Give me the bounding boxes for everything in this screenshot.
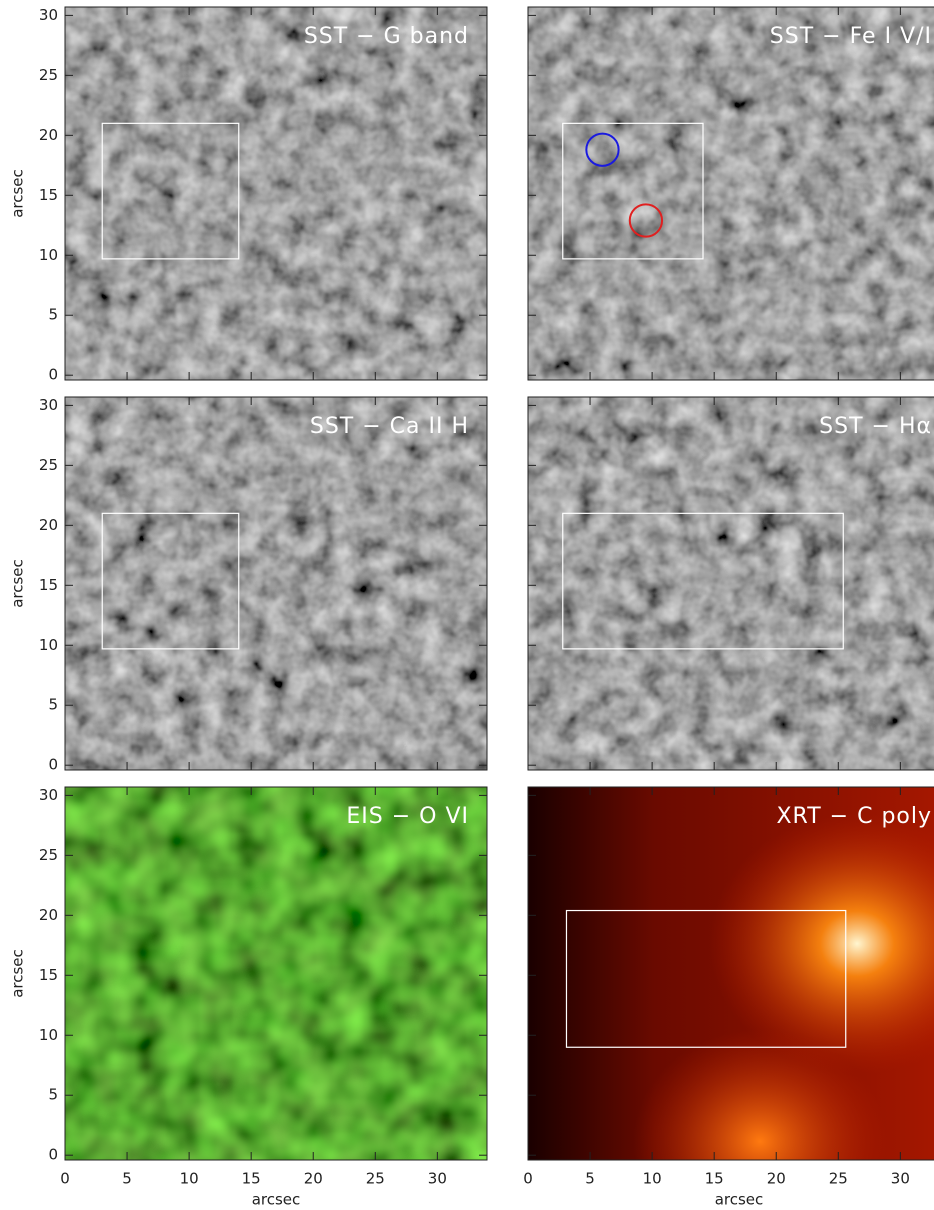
x-tick-label: 20 xyxy=(767,1170,786,1188)
y-tick-label: 20 xyxy=(39,516,58,534)
y-tick-label: 10 xyxy=(39,1026,58,1044)
x-tick-label: 0 xyxy=(60,1170,70,1188)
y-tick-label: 30 xyxy=(39,6,58,24)
x-tick-label: 25 xyxy=(829,1170,848,1188)
y-tick-label: 0 xyxy=(48,366,58,384)
x-tick-label: 5 xyxy=(122,1170,132,1188)
image-highlight xyxy=(528,787,934,1160)
panel-title: SST − Fe I V/I xyxy=(770,24,932,49)
y-tick-label: 5 xyxy=(48,306,58,324)
y-tick-label: 15 xyxy=(39,186,58,204)
x-tick-label: 10 xyxy=(643,1170,662,1188)
y-tick-label: 25 xyxy=(39,456,58,474)
y-tick-label: 10 xyxy=(39,636,58,654)
image-background xyxy=(65,787,487,1160)
image-background xyxy=(528,7,934,380)
x-tick-label: 15 xyxy=(705,1170,724,1188)
y-tick-label: 0 xyxy=(48,756,58,774)
x-tick-label: 0 xyxy=(523,1170,533,1188)
x-tick-label: 5 xyxy=(585,1170,595,1188)
panel-title: XRT − C poly xyxy=(776,804,932,829)
y-tick-label: 5 xyxy=(48,696,58,714)
panel-title: EIS − O VI xyxy=(346,804,469,829)
y-axis-label: arcsec xyxy=(9,169,27,218)
y-tick-label: 30 xyxy=(39,396,58,414)
figure: SST − G band 0 5 10 15 20 25 30 arcsec SST − Fe I… xyxy=(0,0,934,1210)
y-tick-label: 15 xyxy=(39,966,58,984)
y-axis-label: arcsec xyxy=(9,559,27,608)
y-tick-label: 20 xyxy=(39,126,58,144)
y-tick-label: 15 xyxy=(39,576,58,594)
image-background xyxy=(528,397,934,770)
y-tick-label: 20 xyxy=(39,906,58,924)
image-background xyxy=(65,397,487,770)
panel-title: SST − G band xyxy=(304,24,469,49)
y-axis-label: arcsec xyxy=(9,949,27,998)
y-tick-label: 0 xyxy=(48,1146,58,1164)
panel-title: SST − Ca II H xyxy=(310,414,469,439)
x-axis-label: arcsec xyxy=(715,1191,764,1209)
y-tick-label: 30 xyxy=(39,786,58,804)
x-tick-label: 15 xyxy=(242,1170,261,1188)
x-tick-label: 30 xyxy=(891,1170,910,1188)
x-tick-label: 30 xyxy=(428,1170,447,1188)
y-tick-label: 5 xyxy=(48,1086,58,1104)
x-tick-label: 10 xyxy=(180,1170,199,1188)
x-tick-label: 25 xyxy=(366,1170,385,1188)
y-tick-label: 25 xyxy=(39,846,58,864)
x-axis-label: arcsec xyxy=(252,1191,301,1209)
image-background xyxy=(65,7,487,380)
x-tick-label: 20 xyxy=(304,1170,323,1188)
panel-title: SST − Hα xyxy=(819,414,932,439)
y-tick-label: 10 xyxy=(39,246,58,264)
y-tick-label: 25 xyxy=(39,66,58,84)
